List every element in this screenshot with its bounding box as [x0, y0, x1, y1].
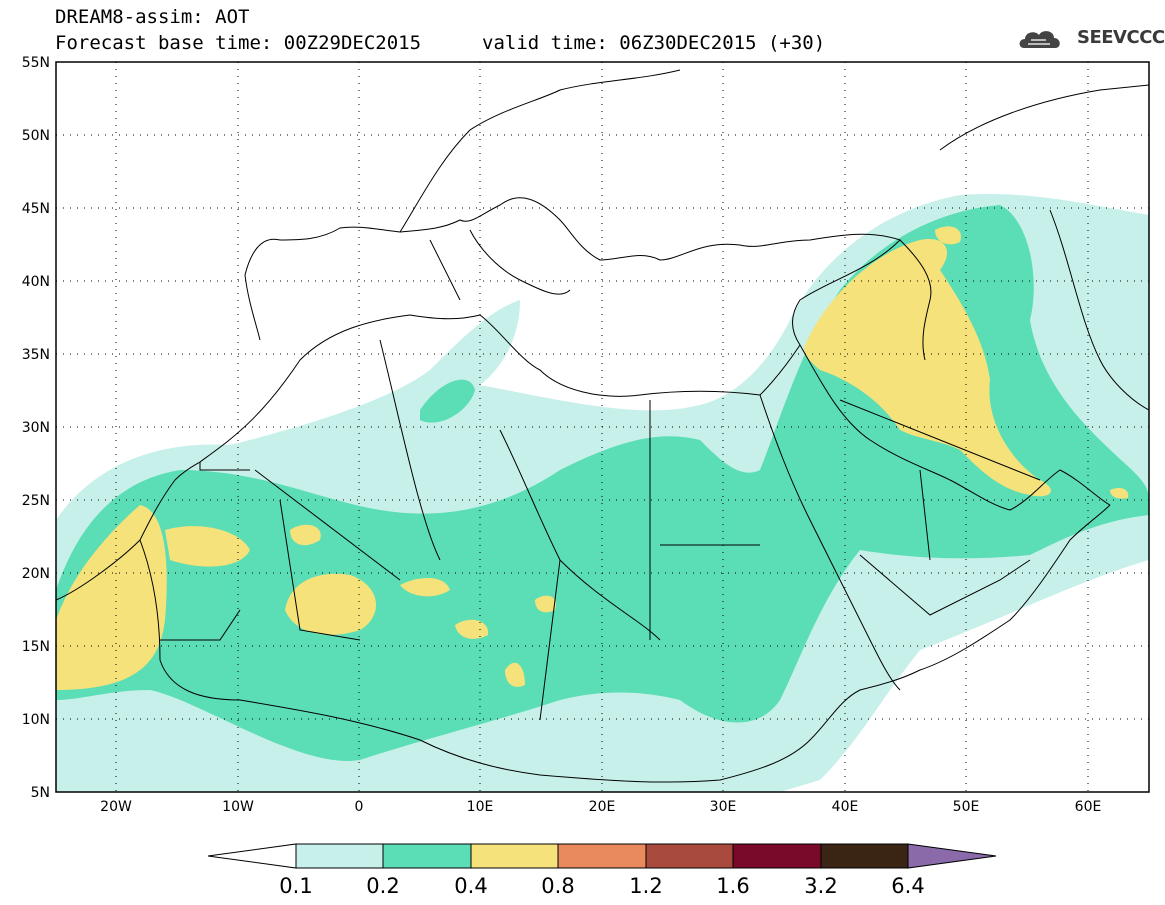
- lon-label: 40E: [832, 799, 859, 815]
- logo-text: SEEVCCC: [1077, 27, 1165, 48]
- colorbar-label: 6.4: [891, 874, 924, 898]
- lon-label: 50E: [953, 799, 980, 815]
- colorbar-segment: [820, 843, 909, 869]
- lon-label: 20E: [589, 799, 616, 815]
- lon-label: 0: [355, 799, 364, 815]
- aot-contour-0.4: [56, 505, 167, 690]
- lon-gridlines: [115, 62, 1089, 792]
- lon-label: 30E: [710, 799, 737, 815]
- lat-label: 25N: [22, 493, 50, 509]
- lat-label: 5N: [31, 785, 50, 801]
- colorbar-label: 1.2: [629, 874, 662, 898]
- colorbar-label: 3.2: [804, 874, 837, 898]
- lon-label: 60E: [1075, 799, 1102, 815]
- lat-label: 45N: [22, 201, 50, 217]
- lon-label: 10E: [467, 799, 494, 815]
- colorbar-segment: [732, 843, 822, 869]
- lon-label: 20W: [100, 799, 132, 815]
- lat-label: 50N: [22, 128, 50, 144]
- colorbar-label: 0.2: [366, 874, 399, 898]
- colorbar-segment: [645, 843, 734, 869]
- map-title: DREAM8-assim: AOT: [55, 6, 250, 28]
- colorbar-label: 0.4: [454, 874, 487, 898]
- lon-axis: 20W 10W 0 10E 20E 30E 40E 50E 60E: [100, 799, 1101, 815]
- colorbar: 0.1 0.2 0.4 0.8 1.2 1.6 3.2 6.4: [207, 843, 997, 898]
- lon-label: 10W: [222, 799, 254, 815]
- lat-label: 55N: [22, 55, 50, 71]
- colorbar-label: 0.8: [541, 874, 574, 898]
- colorbar-over-arrow: [907, 843, 997, 869]
- lat-label: 20N: [22, 566, 50, 582]
- colorbar-label: 0.1: [279, 874, 312, 898]
- base-time-label: Forecast base time: 00Z29DEC2015: [55, 32, 422, 54]
- lat-axis: 55N 50N 45N 40N 35N 30N 25N 20N 15N 10N …: [22, 55, 50, 801]
- lat-label: 30N: [22, 420, 50, 436]
- colorbar-segment: [470, 843, 559, 869]
- lat-label: 35N: [22, 347, 50, 363]
- colorbar-segment: [557, 843, 647, 869]
- valid-time-label: valid time: 06Z30DEC2015 (+30): [482, 32, 826, 54]
- lat-label: 40N: [22, 274, 50, 290]
- map-frame: [55, 61, 1150, 793]
- colorbar-segment: [382, 843, 472, 869]
- lat-label: 10N: [22, 712, 50, 728]
- colorbar-under-arrow: [207, 843, 297, 869]
- cloud-icon: [1019, 31, 1060, 48]
- lat-label: 15N: [22, 639, 50, 655]
- colorbar-segment: [295, 843, 384, 869]
- colorbar-label: 1.6: [716, 874, 749, 898]
